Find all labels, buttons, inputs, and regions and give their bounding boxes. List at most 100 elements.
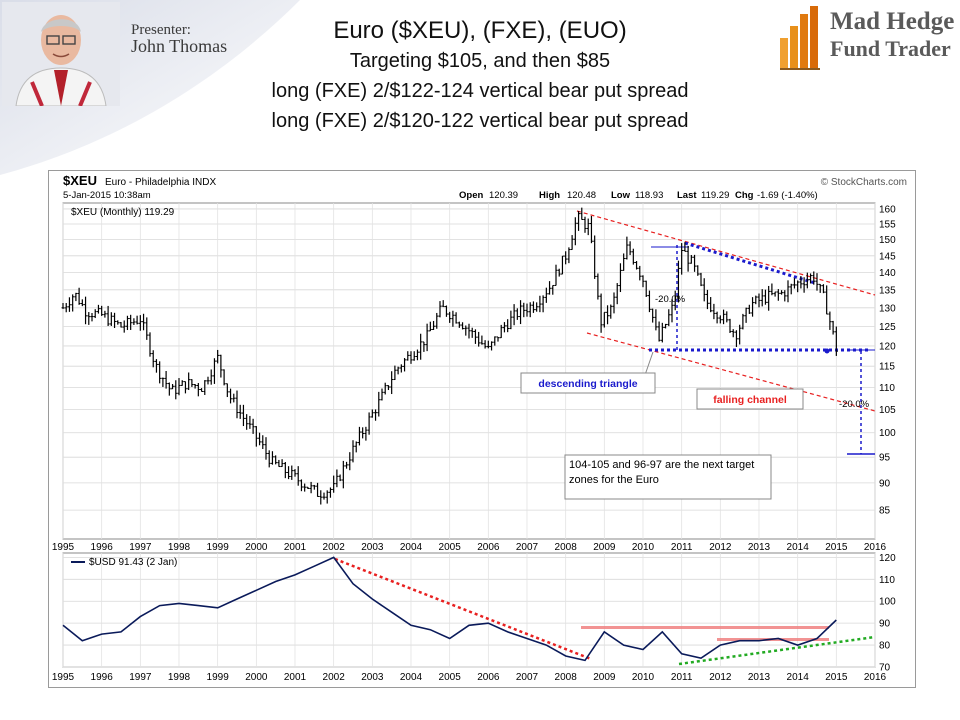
- callout-leader-triangle: [644, 351, 654, 376]
- usd-downtrend-line: [334, 557, 592, 661]
- top-y-tick-label: 90: [879, 478, 891, 489]
- logo-line2: Fund Trader: [830, 36, 951, 61]
- top-legend: $XEU (Monthly) 119.29: [71, 207, 175, 218]
- top-x-tick-label: 2009: [593, 542, 616, 553]
- quote-open-label: Open: [459, 190, 483, 201]
- top-x-tick-label: 2005: [439, 542, 462, 553]
- top-x-tick-label: 2003: [361, 542, 384, 553]
- slide-title-line1: Targeting $105, and then $85: [349, 50, 611, 72]
- bottom-y-ticks: 70 80 90 100 110 120: [879, 553, 896, 674]
- pct-label-triangle: -20.0%: [655, 294, 686, 305]
- top-x-tick-label: 1997: [129, 542, 152, 553]
- chart-symbol: $XEU: [63, 173, 97, 188]
- bottom-x-tick-label: 2016: [864, 672, 887, 683]
- quote-open: 120.39: [489, 190, 518, 201]
- bottom-x-tick-label: 2015: [825, 672, 848, 683]
- bottom-x-tick-label: 2006: [477, 672, 500, 683]
- usd-uptrend-line: [678, 635, 876, 666]
- bottom-y-tick-label: 80: [879, 641, 891, 652]
- bottom-x-tick-label: 2007: [516, 672, 539, 683]
- top-x-tick-label: 2004: [400, 542, 423, 553]
- bottom-x-tick-label: 1998: [168, 672, 191, 683]
- quote-high-label: High: [539, 190, 560, 201]
- chart-date: 5-Jan-2015 10:38am: [63, 190, 151, 201]
- quote-low: 118.93: [635, 190, 663, 201]
- slide-title-line2: long (FXE) 2/$122-124 vertical bear put …: [271, 80, 689, 102]
- callout-target-fo: 104-105 and 96-97 are the next target zo…: [569, 459, 755, 486]
- top-y-tick-label: 160: [879, 204, 896, 215]
- bottom-x-tick-label: 2003: [361, 672, 384, 683]
- usd-resistance-band: [581, 626, 829, 629]
- top-x-tick-label: 1998: [168, 542, 191, 553]
- callout-box-channel: [696, 388, 804, 410]
- top-y-tick-label: 85: [879, 506, 891, 517]
- xeu-ohlc-series: [61, 207, 838, 505]
- top-grid: [62, 203, 876, 539]
- top-x-tick-label: 2006: [477, 542, 500, 553]
- slide-title-main: Euro ($XEU), (FXE), (EUO): [333, 17, 627, 44]
- top-x-tick-label: 1996: [91, 542, 114, 553]
- top-y-tick-label: 155: [879, 220, 896, 231]
- top-x-tick-label: 2001: [284, 542, 307, 553]
- top-x-tick-label: 1999: [207, 542, 230, 553]
- last-price-marker: [824, 348, 830, 354]
- pct-label-target: -20.0%: [839, 399, 870, 410]
- bottom-x-tick-label: 2008: [555, 672, 578, 683]
- top-x-tick-label: 2012: [709, 542, 732, 553]
- bottom-x-tick-label: 2001: [284, 672, 307, 683]
- bottom-panel-frame: [62, 552, 876, 668]
- top-y-tick-label: 125: [879, 322, 896, 333]
- quote-line: Open 120.39 High 120.48 Low 118.93 Last …: [459, 190, 818, 201]
- logo-line1: Mad Hedge: [830, 8, 955, 35]
- slide-title: Euro ($XEU), (FXE), (EUO) Targeting $105…: [220, 16, 740, 136]
- top-y-tick-label: 145: [879, 251, 896, 262]
- bottom-x-tick-label: 1997: [129, 672, 152, 683]
- chart-frame: $XEU Euro - Philadelphia INDX © StockCha…: [48, 170, 916, 688]
- top-x-tick-label: 2013: [748, 542, 771, 553]
- bottom-x-tick-label: 2014: [787, 672, 810, 683]
- triangle-top-line: [684, 241, 816, 285]
- top-x-tick-label: 2015: [825, 542, 848, 553]
- top-x-tick-label: 2002: [323, 542, 346, 553]
- top-y-tick-label: 105: [879, 405, 896, 416]
- channel-bottom-line: [586, 332, 876, 412]
- logo-bars-icon: [780, 6, 820, 70]
- top-x-tick-label: 1995: [52, 542, 75, 553]
- bottom-y-tick-label: 70: [879, 663, 891, 674]
- top-y-tick-label: 100: [879, 428, 896, 439]
- annotation-lines: [576, 210, 876, 455]
- callout-target-zones: 104-105 and 96-97 are the next target zo…: [564, 454, 772, 500]
- bottom-x-labels: 1995 1996 1997 1998 1999 2000 2001 2002 2003 2004…: [52, 672, 887, 683]
- bottom-y-tick-label: 100: [879, 597, 896, 608]
- top-y-tick-label: 95: [879, 453, 891, 464]
- bottom-x-tick-label: 2005: [439, 672, 462, 683]
- top-x-tick-label: 2014: [787, 542, 810, 553]
- top-y-tick-label: 130: [879, 303, 896, 314]
- bottom-x-tick-label: 2011: [671, 672, 693, 683]
- bottom-x-tick-label: 2010: [632, 672, 655, 683]
- quote-high: 120.48: [567, 190, 596, 201]
- top-y-tick-label: 140: [879, 268, 896, 279]
- quote-low-label: Low: [611, 190, 631, 201]
- slide-title-line3: long (FXE) 2/$120-122 vertical bear put …: [271, 110, 689, 132]
- presenter-label: Presenter:: [131, 22, 191, 38]
- chart-watermark: © StockCharts.com: [821, 177, 907, 188]
- bottom-x-tick-label: 1995: [52, 672, 75, 683]
- callout-text-channel: falling channel: [713, 394, 787, 406]
- top-y-tick-label: 135: [879, 285, 896, 296]
- top-y-tick-label: 120: [879, 341, 896, 352]
- callout-text-target: 104-105 and 96-97 are the next target zo…: [569, 459, 755, 486]
- usd-series-line: [62, 556, 837, 662]
- chart-name: Euro - Philadelphia INDX: [105, 177, 216, 188]
- top-y-ticks: 85 90 95 100 105 110 115 120 125 130 135 140 145 150 1…: [879, 204, 896, 516]
- chart-svg: $XEU Euro - Philadelphia INDX © StockCha…: [52, 173, 907, 683]
- bottom-y-tick-label: 120: [879, 553, 896, 564]
- bottom-x-tick-label: 2013: [748, 672, 771, 683]
- callout-falling-channel: falling channel: [696, 388, 804, 410]
- bottom-x-tick-label: 2009: [593, 672, 616, 683]
- channel-top-line: [576, 210, 876, 296]
- top-x-tick-label: 2010: [632, 542, 655, 553]
- quote-chg: -1.69 (-1.40%): [757, 190, 818, 201]
- callout-box-triangle: [520, 372, 656, 394]
- bottom-x-tick-label: 2002: [323, 672, 346, 683]
